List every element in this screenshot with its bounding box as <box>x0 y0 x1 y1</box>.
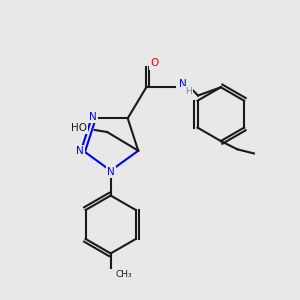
Text: N: N <box>89 112 97 122</box>
Text: N: N <box>179 79 186 89</box>
Text: HO: HO <box>70 123 86 133</box>
Text: N: N <box>107 167 115 177</box>
Text: N: N <box>76 146 84 156</box>
Text: O: O <box>151 58 159 68</box>
Text: H: H <box>185 87 192 96</box>
Text: CH₃: CH₃ <box>116 270 133 279</box>
